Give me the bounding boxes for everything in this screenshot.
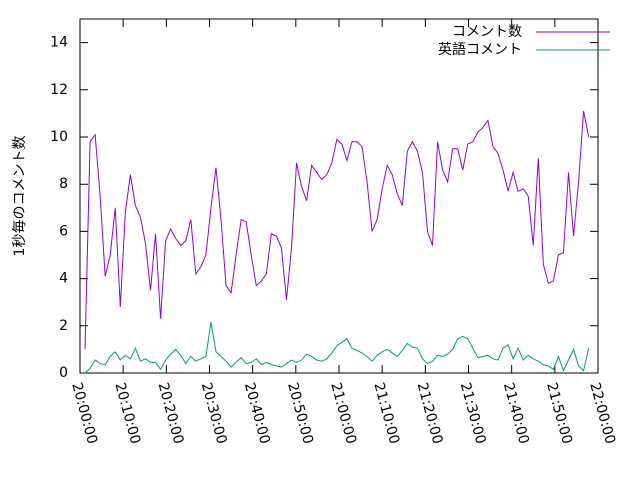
- x-tick-label: 21:20:00: [414, 381, 446, 446]
- x-tick-label: 20:00:00: [68, 381, 100, 446]
- y-tick-label: 4: [59, 271, 68, 287]
- series-line: [84, 110, 590, 350]
- x-tick-label: 20:40:00: [241, 381, 273, 446]
- x-tick-label: 21:50:00: [543, 381, 575, 446]
- plot-border: [79, 18, 599, 374]
- y-tick-label: 14: [50, 35, 68, 51]
- y-tick-label: 6: [59, 223, 68, 239]
- x-tick-label: 21:00:00: [327, 381, 359, 446]
- x-tick-label: 22:00:00: [586, 381, 618, 446]
- x-tick-label: 20:10:00: [111, 381, 143, 446]
- legend-label: コメント数: [452, 24, 522, 40]
- y-tick-label: 10: [50, 129, 68, 145]
- x-tick-label: 21:40:00: [500, 381, 532, 446]
- x-tick-label: 20:20:00: [155, 381, 187, 446]
- x-tick-label: 20:50:00: [284, 381, 316, 446]
- y-tick-label: 2: [59, 318, 68, 334]
- y-axis-label: 1秒毎のコメント数: [12, 136, 28, 257]
- legend-label: 英語コメント: [438, 41, 522, 58]
- y-tick-label: 12: [50, 82, 68, 98]
- x-tick-label: 21:30:00: [457, 381, 489, 446]
- y-tick-label: 0: [59, 365, 68, 381]
- y-tick-label: 8: [59, 176, 68, 192]
- x-tick-label: 21:10:00: [370, 381, 402, 446]
- series-line: [84, 322, 590, 374]
- x-tick-label: 20:30:00: [198, 381, 230, 446]
